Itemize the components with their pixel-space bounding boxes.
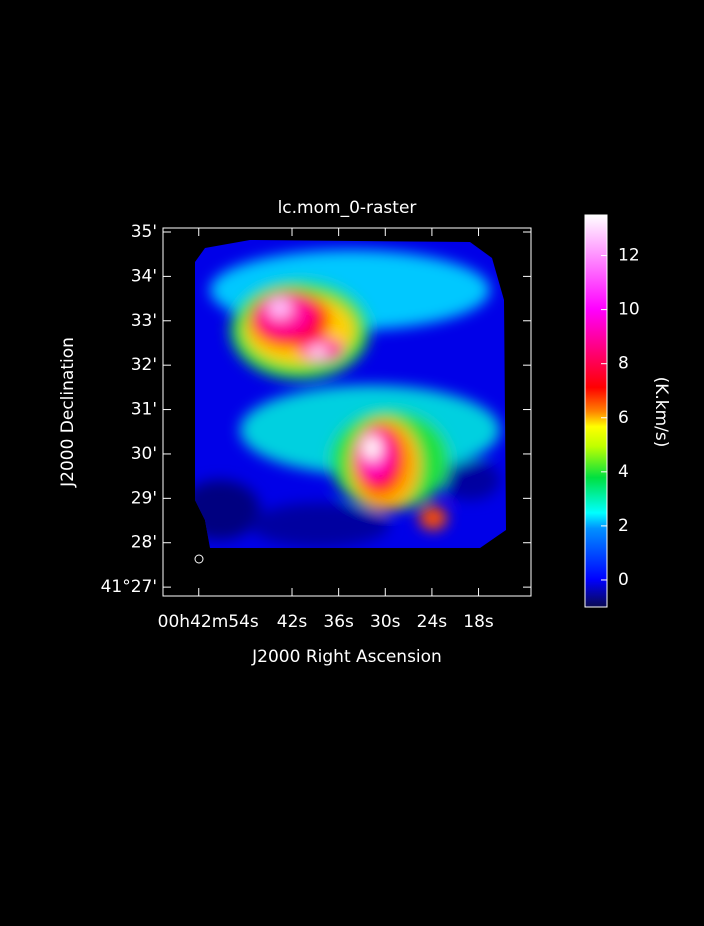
y-tick-label: 30' (131, 444, 157, 464)
raster (195, 240, 506, 548)
x-tick-label: 24s (417, 612, 448, 632)
colorbar-tick-label: 6 (618, 408, 629, 428)
colorbar-tick-label: 0 (618, 570, 629, 590)
colorbar-tick-label: 10 (618, 300, 640, 320)
y-tick-label: 29' (131, 488, 157, 508)
y-tick-label: 33' (131, 311, 157, 331)
y-tick-label: 41°27' (101, 577, 157, 597)
colorbar-tick-label: 12 (618, 246, 640, 266)
y-axis-label: J2000 Declination (58, 337, 78, 488)
y-tick-label: 32' (131, 355, 157, 375)
x-tick-label: 18s (463, 612, 494, 632)
beam (194, 554, 204, 564)
colorbar-tick-label: 2 (618, 516, 629, 536)
x-tick-label: 36s (323, 612, 354, 632)
plot-frame (162, 227, 532, 597)
colorbar-label: (K.km/s) (651, 377, 671, 448)
x-axis-label: J2000 Right Ascension (251, 647, 442, 667)
x-tick-label: 30s (370, 612, 401, 632)
y-tick-label: 28' (131, 533, 157, 553)
colorbar (584, 214, 608, 608)
y-tick-label: 35' (131, 222, 157, 242)
chart-title: lc.mom_0-raster (278, 198, 417, 218)
colorbar-tick-label: 8 (618, 354, 629, 374)
y-tick-label: 31' (131, 400, 157, 420)
x-tick-label: 00h42m54s (158, 612, 259, 632)
colorbar-tick-label: 4 (618, 462, 629, 482)
y-tick-label: 34' (131, 266, 157, 286)
x-tick-label: 42s (277, 612, 308, 632)
